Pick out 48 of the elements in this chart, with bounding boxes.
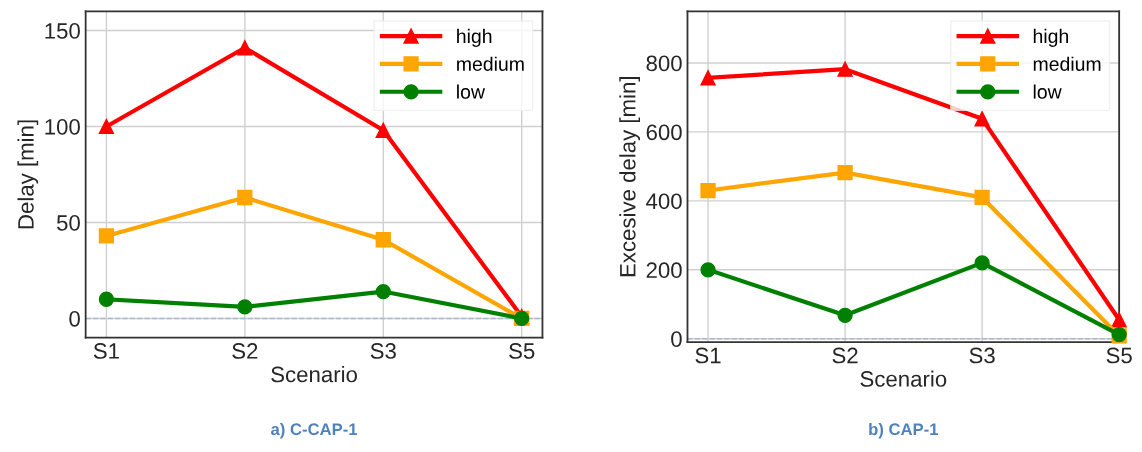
x-tick-label: S5 [1106,347,1132,364]
point [375,122,391,138]
legend-label: high [457,28,492,47]
x-tick-label: S5 [509,343,535,359]
point [974,189,990,206]
y-tick-label: 800 [646,55,682,72]
y-tick-label: 50 [56,215,80,231]
y-tick-label: 100 [45,119,80,135]
point [974,255,990,271]
point [974,111,990,127]
y-axis-title: Excesive delay [min] [619,77,640,277]
y-axis-title: Delay [min] [17,120,39,229]
point [98,118,115,135]
point [837,61,853,77]
point [98,228,115,244]
point [237,40,253,56]
point [837,307,853,323]
y-tick-label: 150 [45,23,80,39]
x-axis-title: Scenario [271,366,357,383]
point [700,262,716,278]
y-tick-label: 0 [69,310,80,327]
legend-label: low [1033,84,1062,99]
x-tick-label: S1 [93,343,119,359]
point [237,299,253,315]
point [837,164,853,181]
x-tick-label: S3 [969,347,995,364]
text: a) C-CAP-1 [271,422,358,439]
point [375,232,391,248]
point [375,283,391,300]
point [700,182,716,199]
point [98,291,115,307]
y-tick-label: 400 [646,193,682,210]
legend-label: high [1033,28,1069,47]
legend-label: medium [1033,56,1101,71]
point [1111,312,1127,328]
x-tick-label: S1 [695,347,721,364]
x-tick-label: S2 [832,347,858,364]
y-tick-label: 200 [646,262,682,279]
point [237,189,253,206]
y-tick-label: 600 [646,124,682,141]
x-tick-label: S3 [370,343,396,359]
x-axis-title: Scenario [860,370,947,387]
point [700,70,716,86]
text: b) CAP-1 [869,422,939,439]
legend-label: medium [457,56,524,71]
legend-label: low [457,84,486,99]
y-tick-label: 0 [671,331,682,347]
x-tick-label: S2 [232,343,258,359]
